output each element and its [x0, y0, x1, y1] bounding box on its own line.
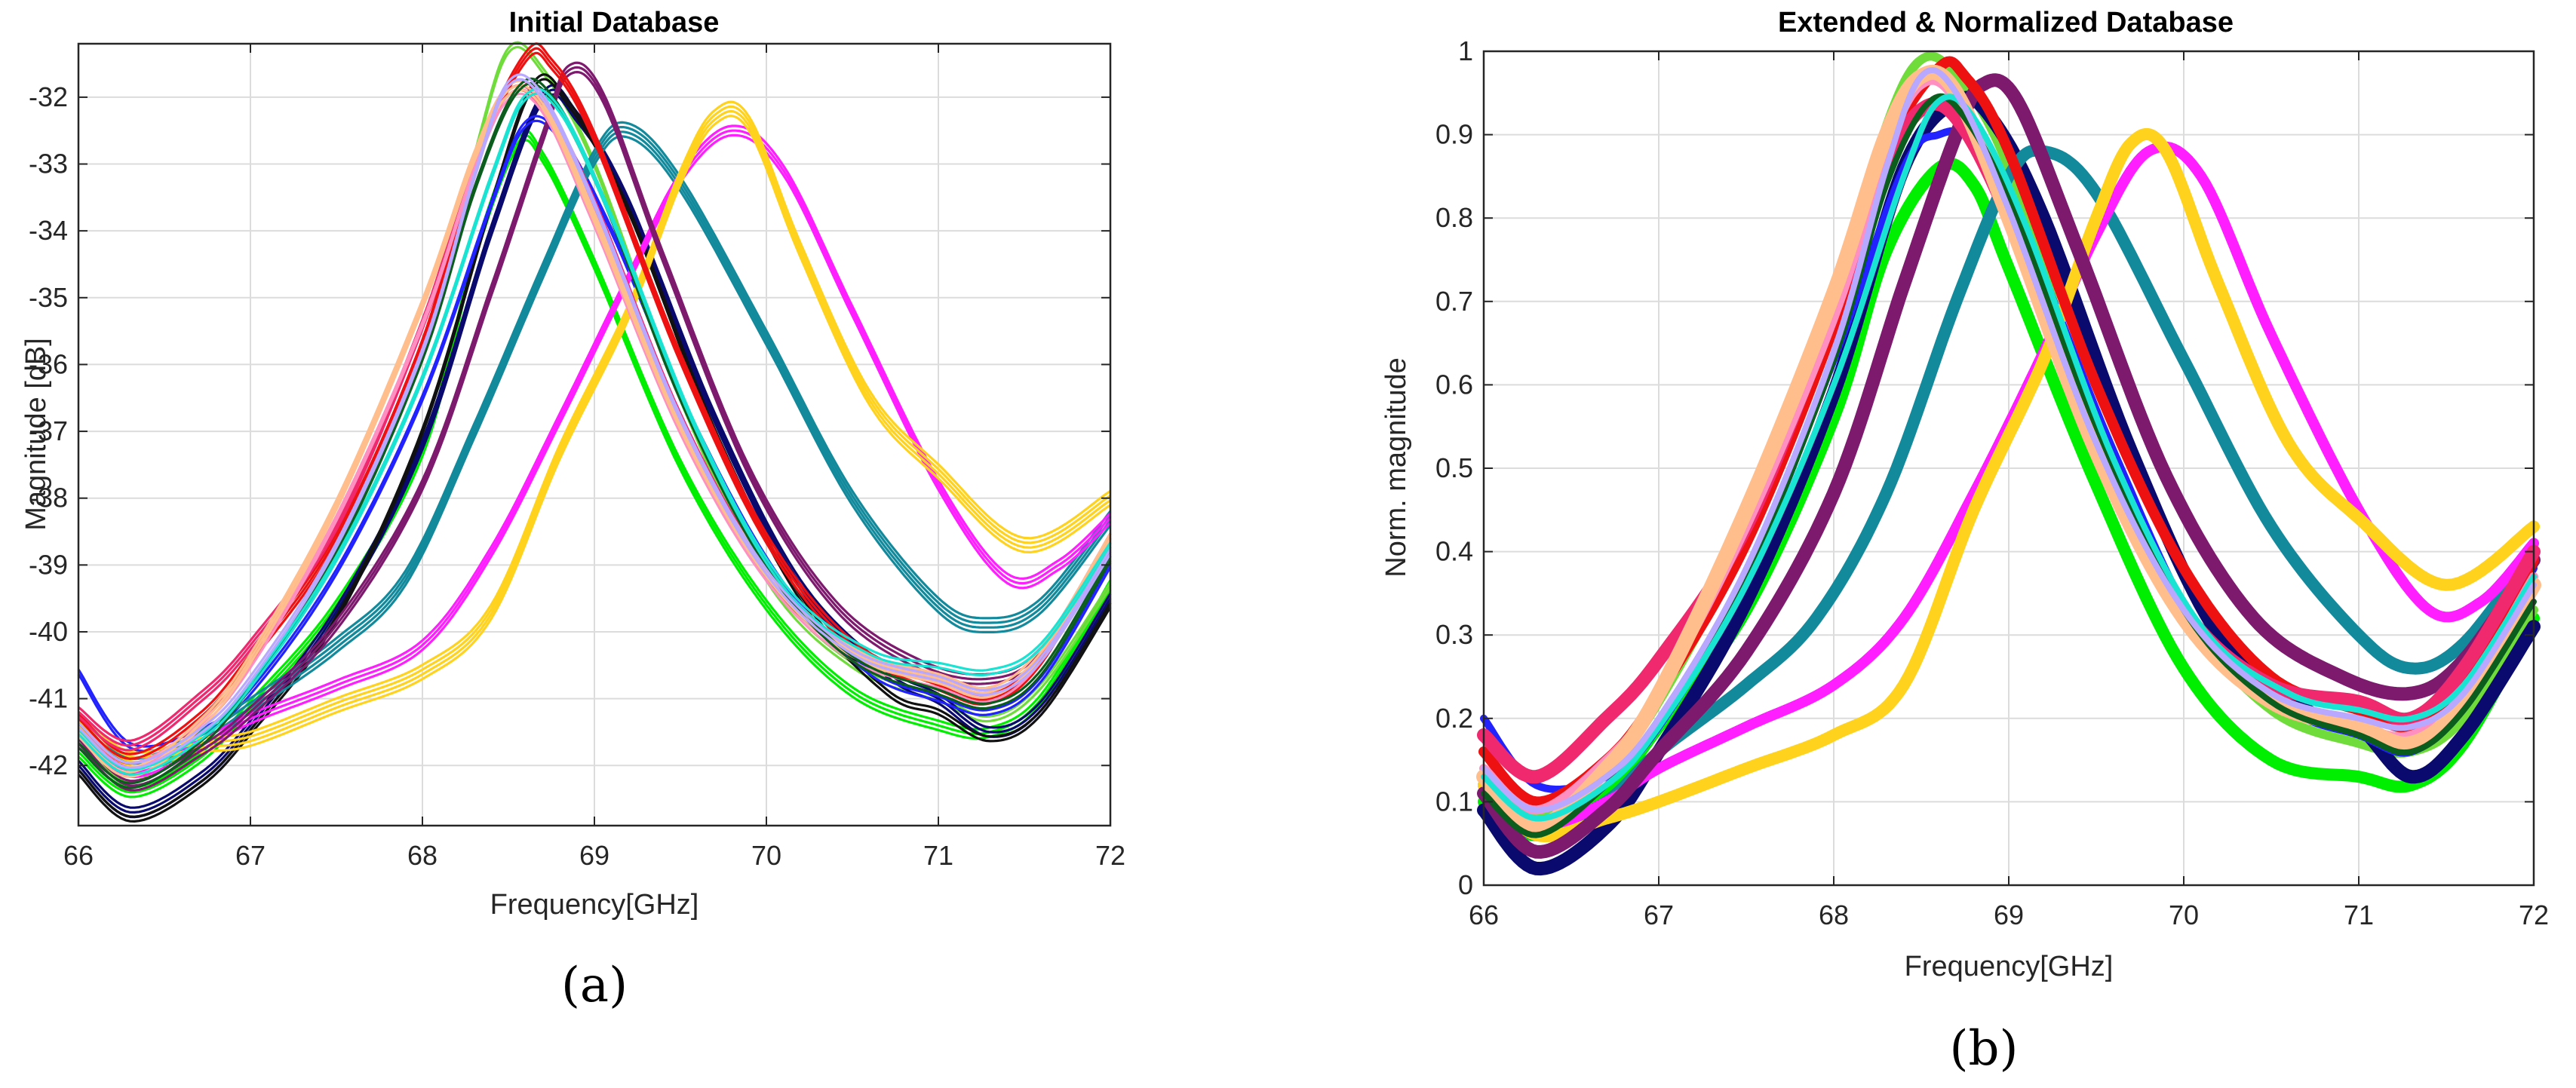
- y-tick-label: 0.6: [1435, 369, 1473, 400]
- y-tick-label: 0.4: [1435, 536, 1473, 567]
- y-tick-label: -42: [29, 749, 68, 780]
- x-tick-label: 71: [923, 840, 953, 871]
- x-tick-label: 71: [2344, 900, 2374, 930]
- x-tick-label: 70: [751, 840, 781, 871]
- series-band: [1481, 93, 2537, 822]
- series-line: [77, 78, 1112, 769]
- y-tick-label: -36: [29, 348, 68, 379]
- panel-a-ylabel: Magnitude [dB]: [20, 338, 52, 531]
- series-line: [77, 73, 1112, 765]
- series-purple: [1477, 73, 2541, 859]
- x-tick-label: 72: [2519, 900, 2549, 930]
- y-tick-label: 0.7: [1435, 286, 1473, 317]
- series-cyan: [1481, 93, 2537, 822]
- series-line: [77, 88, 1112, 778]
- y-tick-label: 0.3: [1435, 619, 1473, 650]
- series-line: [77, 115, 1111, 768]
- panel-a-chart: Initial Database 66 67 68 69 70 71 72 -32 -33 -34…: [20, 7, 1125, 1013]
- series-dark-green: [77, 77, 1112, 789]
- panel-b-xlabel: Frequency[GHz]: [1905, 951, 2114, 982]
- series-crimson: [1477, 97, 2541, 784]
- series-line: [77, 66, 1112, 787]
- y-tick-label: -38: [29, 483, 68, 513]
- series-band: [1478, 127, 2540, 843]
- x-tick-label: 68: [1819, 900, 1849, 930]
- x-tick-label: 72: [1095, 840, 1125, 871]
- y-tick-label: 0.2: [1435, 703, 1473, 734]
- y-tick-label: -32: [29, 81, 68, 112]
- series-band: [1477, 97, 2541, 784]
- series-line: [77, 73, 1112, 818]
- series-line: [77, 78, 1112, 823]
- panel-b-ticks: 66 67 68 69 70 71 72 0 0.1 0.2 0.3 0.4 0.5 0.6 0.7 0.8 0…: [1435, 35, 2549, 930]
- series-band: [1481, 67, 2537, 814]
- y-tick-label: 0.8: [1435, 202, 1473, 233]
- series-line: [77, 84, 1112, 774]
- series-gold: [1478, 127, 2540, 843]
- panel-a-ticks: 66 67 68 69 70 71 72 -32 -33 -34 -35 -36 -37 -38 -39 -4…: [29, 44, 1125, 871]
- series-line: [77, 126, 1112, 765]
- panel-a-series: [77, 41, 1112, 823]
- x-tick-label: 66: [1469, 900, 1499, 930]
- y-tick-label: -33: [29, 149, 68, 179]
- x-tick-label: 67: [235, 840, 266, 871]
- y-tick-label: -41: [29, 683, 68, 714]
- y-tick-label: -40: [29, 616, 68, 647]
- series-black: [77, 73, 1112, 823]
- x-tick-label: 68: [407, 840, 438, 871]
- panel-a-caption: (a): [561, 958, 628, 1013]
- panel-b-caption: (b): [1950, 1021, 2019, 1077]
- x-tick-label: 67: [1644, 900, 1674, 930]
- y-tick-label: 0.9: [1435, 119, 1473, 150]
- y-tick-label: -39: [29, 549, 68, 580]
- panel-b-series: [1476, 51, 2541, 876]
- y-tick-label: 0.1: [1435, 786, 1473, 817]
- y-tick-label: 0.5: [1435, 452, 1473, 483]
- y-tick-label: 1: [1458, 35, 1473, 66]
- y-tick-label: -35: [29, 282, 68, 313]
- series-line: [77, 81, 1112, 789]
- panel-b-ylabel: Norm. magnitude: [1380, 357, 1412, 577]
- x-tick-label: 69: [1994, 900, 2024, 930]
- x-tick-label: 66: [63, 840, 94, 871]
- panel-b-title: Extended & Normalized Database: [1778, 7, 2234, 38]
- y-tick-label: 0: [1458, 869, 1473, 900]
- y-tick-label: -37: [29, 415, 68, 446]
- y-tick-label: -34: [29, 215, 68, 246]
- series-lavender: [1481, 67, 2537, 814]
- series-line: [77, 130, 1112, 770]
- series-band: [1477, 73, 2541, 859]
- series-lavender: [77, 73, 1112, 769]
- series-line: [77, 77, 1112, 785]
- panel-b-chart: Extended & Normalized Database 66 67 68 69 7…: [1380, 7, 2549, 1077]
- x-tick-label: 70: [2169, 900, 2199, 930]
- panel-a-xlabel: Frequency[GHz]: [490, 889, 699, 921]
- x-tick-label: 69: [579, 840, 609, 871]
- series-line: [77, 92, 1112, 776]
- panel-a-title: Initial Database: [509, 7, 720, 38]
